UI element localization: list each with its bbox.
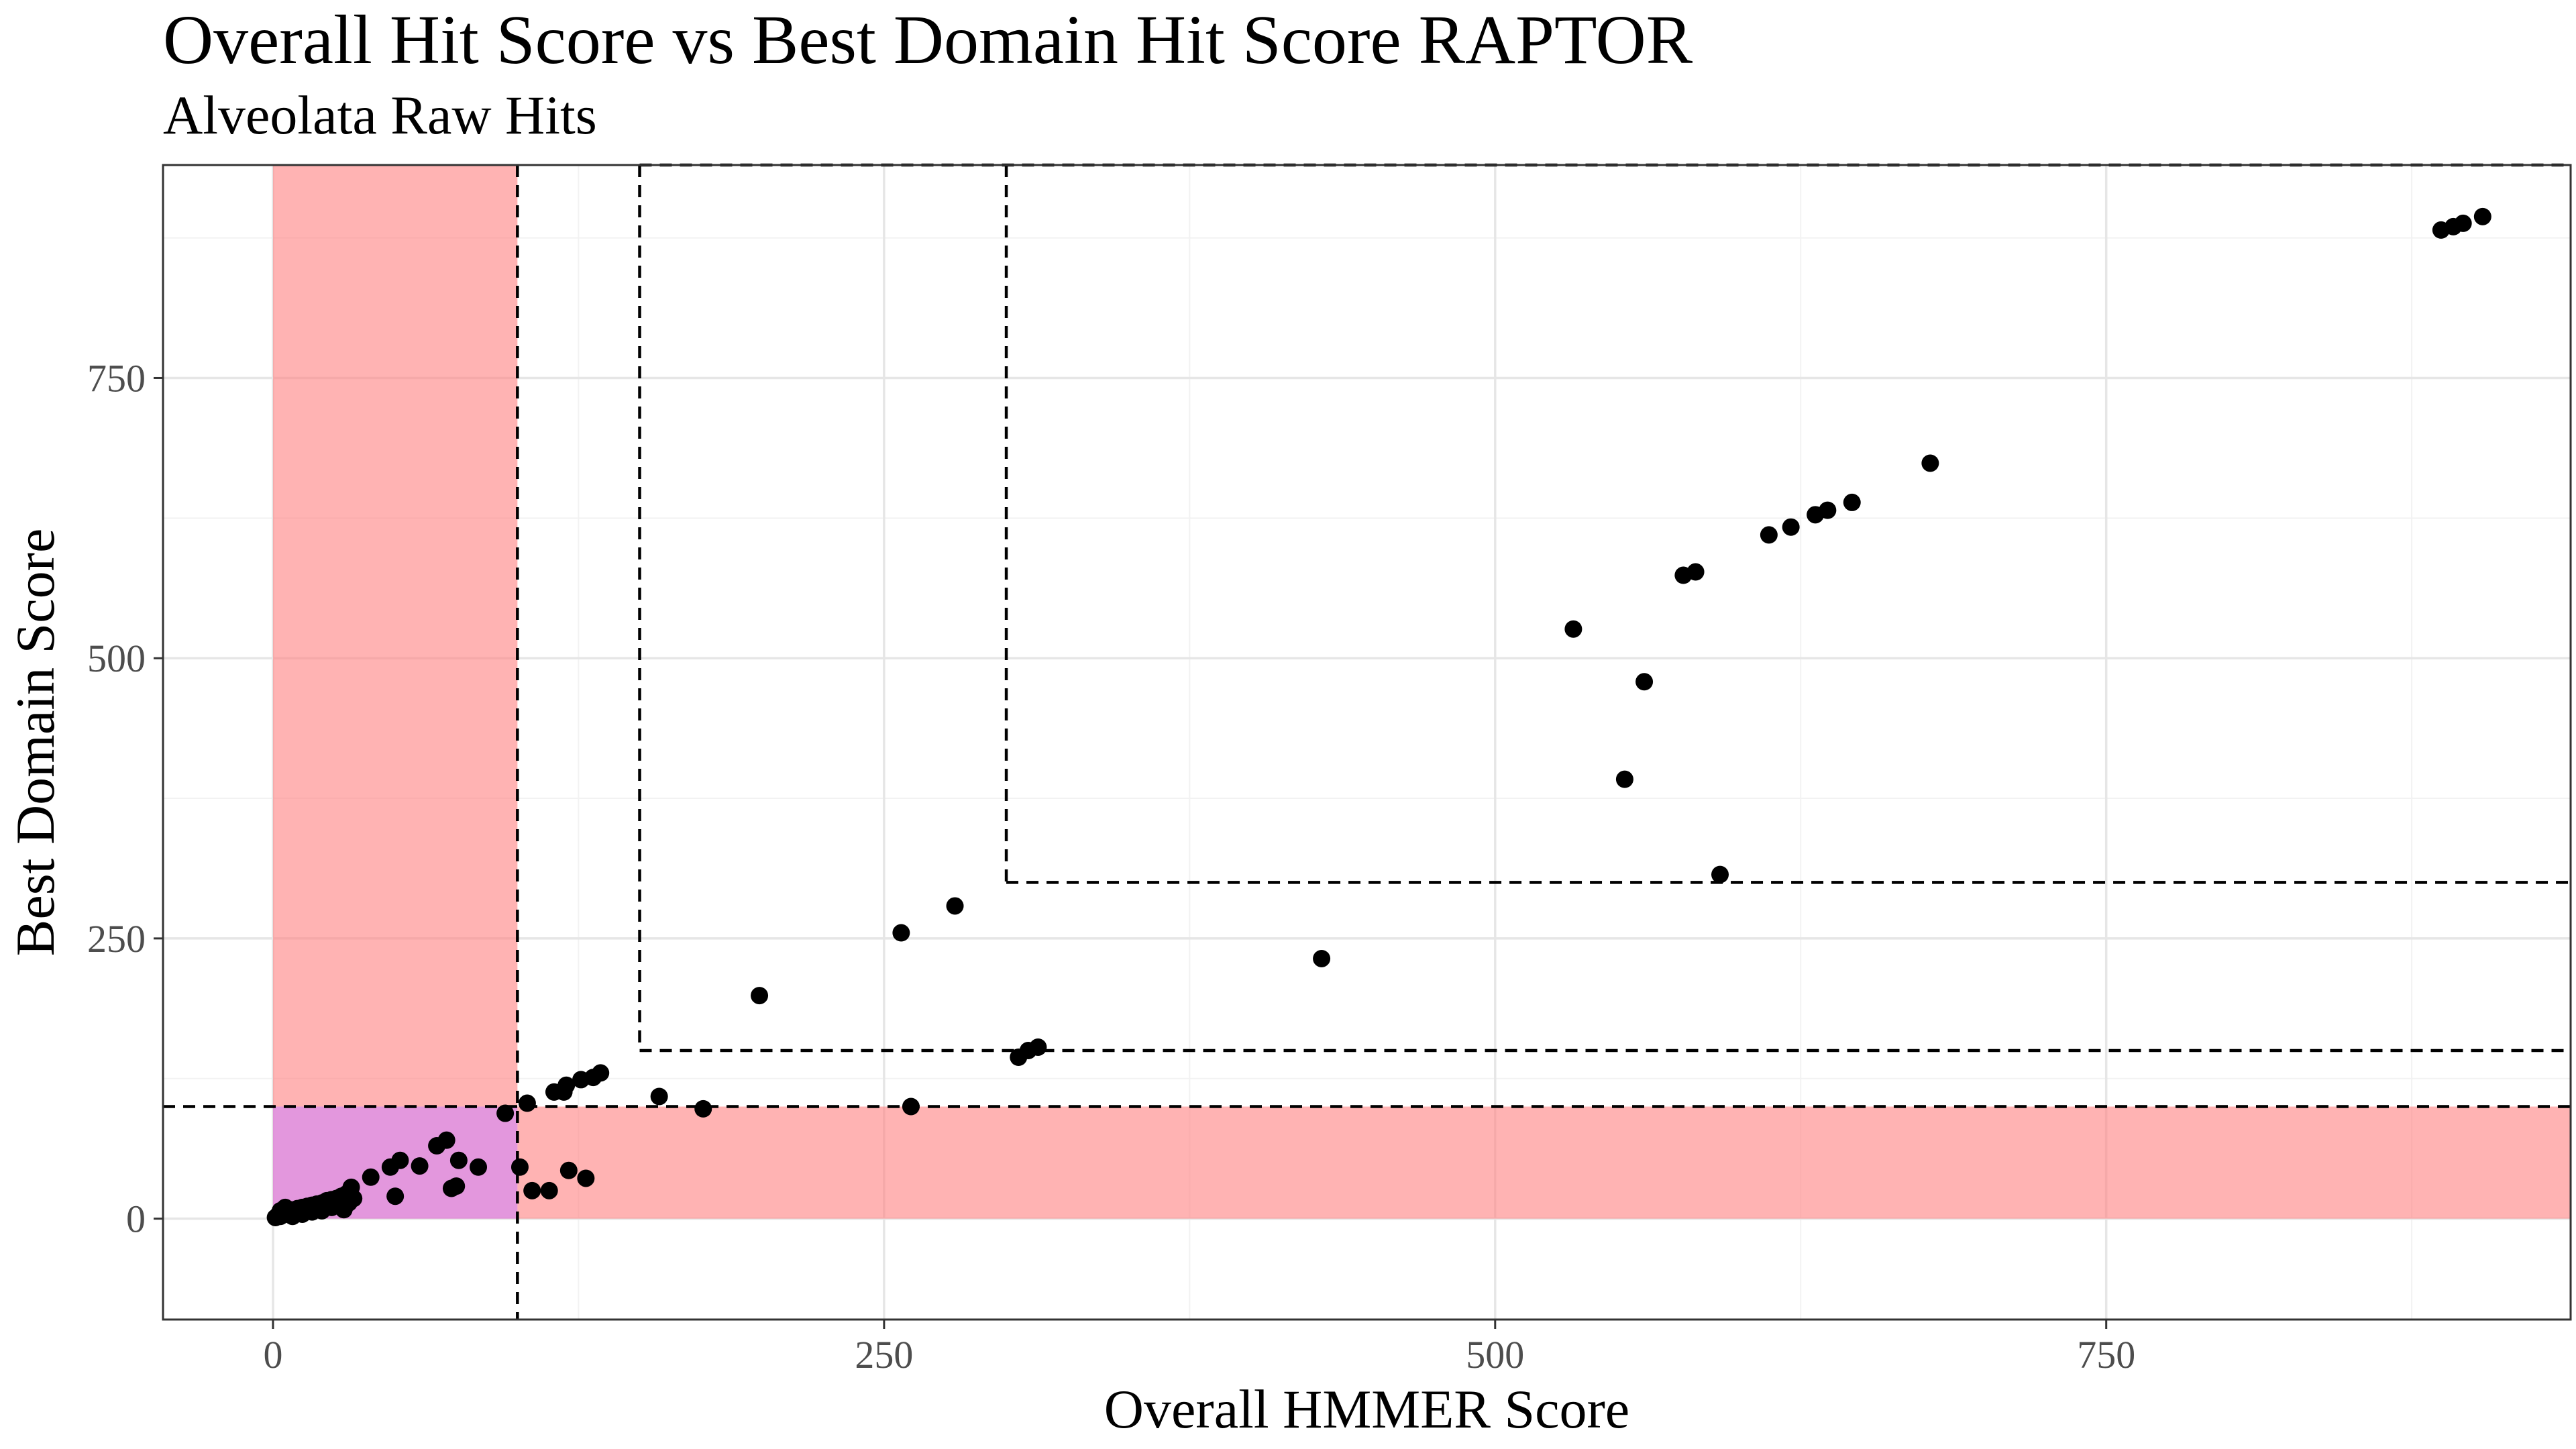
data-point [345, 1189, 363, 1208]
data-point [1760, 526, 1778, 544]
y-axis-title: Best Domain Score [5, 529, 66, 957]
threshold-lines [163, 163, 2571, 1320]
data-point [902, 1097, 920, 1116]
data-point [470, 1158, 488, 1176]
panel-border [162, 164, 2572, 1321]
data-point [650, 1087, 668, 1106]
shaded-region [517, 1106, 2571, 1219]
data-point [386, 1187, 405, 1205]
shaded-region [272, 165, 518, 1219]
data-point [362, 1168, 380, 1186]
x-tick-label: 250 [855, 1333, 913, 1377]
data-point [577, 1169, 595, 1187]
data-point [1615, 770, 1633, 788]
y-tick-label: 500 [87, 637, 146, 680]
data-point [2454, 214, 2472, 232]
data-point [449, 1151, 468, 1169]
data-point [1921, 454, 1939, 472]
data-point [411, 1157, 429, 1175]
data-point [1635, 673, 1654, 691]
data-point [511, 1158, 529, 1176]
data-point [523, 1181, 541, 1199]
y-tick-label: 250 [87, 917, 146, 961]
x-tick-label: 750 [2077, 1333, 2135, 1377]
data-point [540, 1181, 558, 1199]
data-point [496, 1104, 515, 1122]
x-tick-label: 500 [1466, 1333, 1524, 1377]
y-tick-label: 750 [87, 356, 146, 400]
data-point [1711, 865, 1729, 883]
data-point [1686, 563, 1705, 581]
data-point [1564, 620, 1582, 638]
data-point [892, 924, 910, 942]
data-point [447, 1177, 466, 1195]
data-point [437, 1131, 455, 1149]
x-axis-title: Overall HMMER Score [1104, 1379, 1629, 1440]
data-point [1029, 1038, 1047, 1056]
data-points [266, 207, 2491, 1226]
data-point [592, 1064, 610, 1082]
data-point [323, 1198, 341, 1216]
data-point [1843, 493, 1861, 511]
chart-title: Overall Hit Score vs Best Domain Hit Sco… [163, 1, 1693, 78]
data-point [1782, 518, 1800, 536]
data-point [946, 897, 964, 915]
data-point [559, 1161, 578, 1179]
data-point [751, 987, 769, 1005]
data-point [694, 1099, 712, 1118]
data-point [271, 1201, 289, 1220]
shaded-regions [272, 165, 2571, 1219]
y-tick-label: 0 [126, 1197, 146, 1241]
data-point [2473, 207, 2491, 225]
axis-ticks: 0 250 500 750 0 250 500 750 [87, 356, 2135, 1377]
data-point [1313, 949, 1331, 967]
data-point [518, 1094, 536, 1112]
chart-subtitle: Alveolata Raw Hits [163, 85, 597, 146]
data-point [1819, 501, 1837, 519]
data-point [391, 1151, 409, 1169]
data-point [557, 1076, 576, 1094]
x-tick-label: 0 [263, 1333, 282, 1377]
